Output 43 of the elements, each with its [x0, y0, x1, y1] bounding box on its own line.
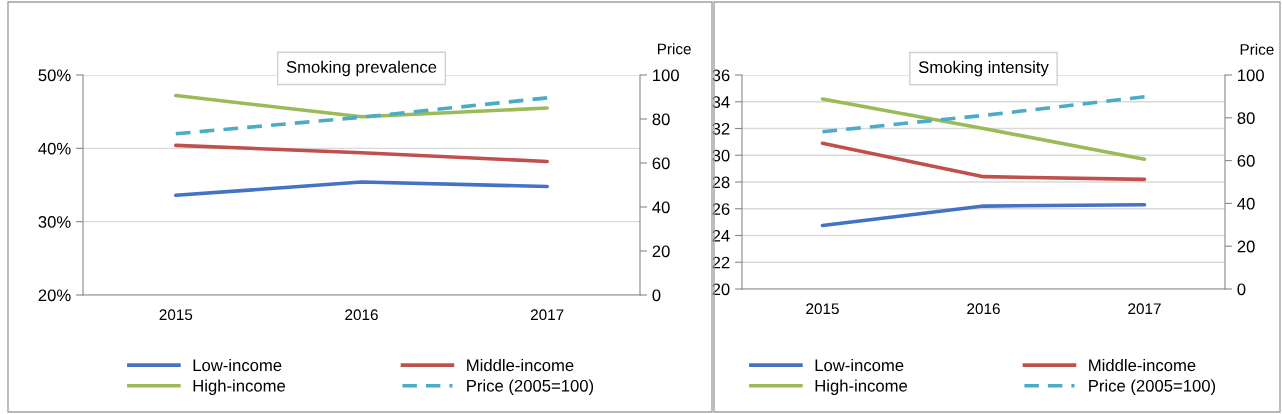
y-tick-label: 50%	[38, 69, 71, 82]
x-tick-label: 2015	[159, 309, 193, 321]
y2-axis-title: Price	[1240, 43, 1274, 55]
y-tick-label: 28	[712, 176, 730, 189]
y2-tick-label: 0	[652, 289, 661, 302]
y2-tick-label: 0	[1237, 283, 1246, 296]
x-tick-label: 2016	[345, 309, 378, 321]
y2-tick-label: 20	[652, 245, 670, 258]
y-tick-label: 30	[712, 149, 730, 162]
legend-label: Low-income	[193, 358, 282, 372]
y-tick-label: 40%	[38, 142, 71, 155]
chart-title: Smoking prevalence	[286, 60, 437, 77]
y2-tick-label: 60	[1237, 155, 1255, 167]
y2-tick-label: 100	[1238, 69, 1264, 82]
y-tick-label: 32	[712, 122, 730, 135]
x-tick-label: 2016	[967, 303, 1000, 315]
legend-label: Middle-income	[1089, 358, 1196, 372]
legend-label: Low-income	[815, 358, 904, 372]
y-tick-label: 20	[712, 283, 730, 296]
legend-label: High-income	[815, 379, 908, 395]
y2-axis-title: Price	[657, 43, 691, 55]
y2-tick-label: 100	[653, 69, 679, 82]
y-tick-label: 22	[712, 256, 730, 269]
y-tick-label: 20%	[38, 289, 71, 302]
y-tick-label: 36	[712, 69, 730, 82]
x-tick-label: 2017	[1128, 303, 1161, 315]
legend-label: Price (2005=100)	[467, 379, 594, 395]
y2-tick-label: 40	[1237, 197, 1255, 210]
legend-label: Price (2005=100)	[1089, 379, 1216, 395]
legend-label: Middle-income	[467, 358, 574, 372]
chart-title: Smoking intensity	[918, 60, 1049, 77]
y-tick-label: 26	[712, 203, 730, 215]
y-tick-label: 34	[712, 96, 730, 108]
y-tick-label: 24	[712, 229, 730, 242]
x-tick-label: 2017	[530, 309, 564, 321]
y2-tick-label: 40	[652, 201, 670, 214]
y2-tick-label: 20	[1237, 240, 1255, 253]
y2-tick-label: 80	[1237, 112, 1255, 124]
y2-tick-label: 80	[652, 113, 670, 126]
y-tick-label: 30%	[38, 216, 71, 228]
legend-label: High-income	[193, 379, 286, 395]
y2-tick-label: 60	[652, 157, 670, 170]
x-tick-label: 2015	[806, 303, 839, 315]
